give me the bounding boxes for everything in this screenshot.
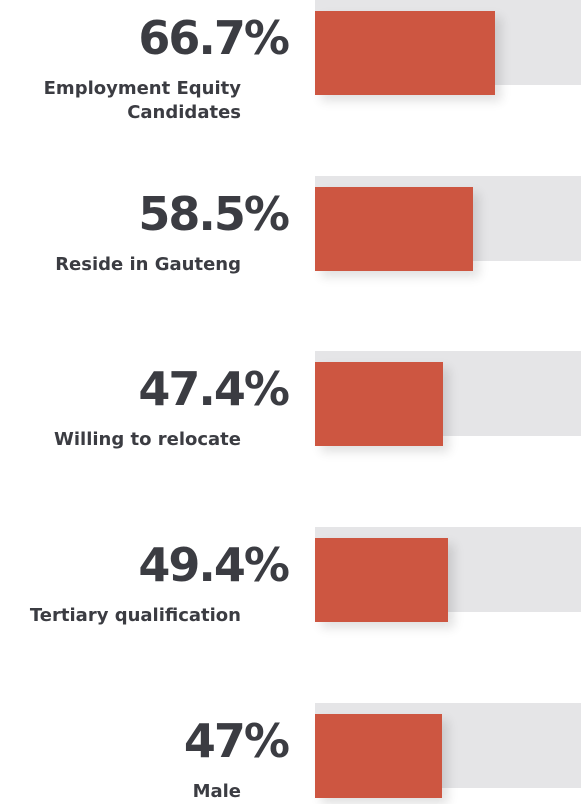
- category-label: Male: [192, 780, 241, 802]
- value-label: 47.4%: [138, 362, 290, 417]
- category-label: Tertiary qualification: [29, 605, 241, 627]
- value-label: 58.5%: [138, 186, 290, 241]
- bar: [315, 713, 442, 798]
- bar: [315, 186, 473, 271]
- category-label: Willing to relocate: [54, 429, 241, 451]
- bar: [315, 362, 443, 447]
- bar: [315, 538, 449, 623]
- category-label: Employment Equity Candidates: [43, 78, 241, 123]
- value-label: 49.4%: [138, 538, 290, 593]
- value-label: 66.7%: [138, 11, 290, 65]
- value-label: 47%: [183, 713, 290, 768]
- category-label: Reside in Gauteng: [55, 253, 241, 275]
- bar: [315, 11, 496, 95]
